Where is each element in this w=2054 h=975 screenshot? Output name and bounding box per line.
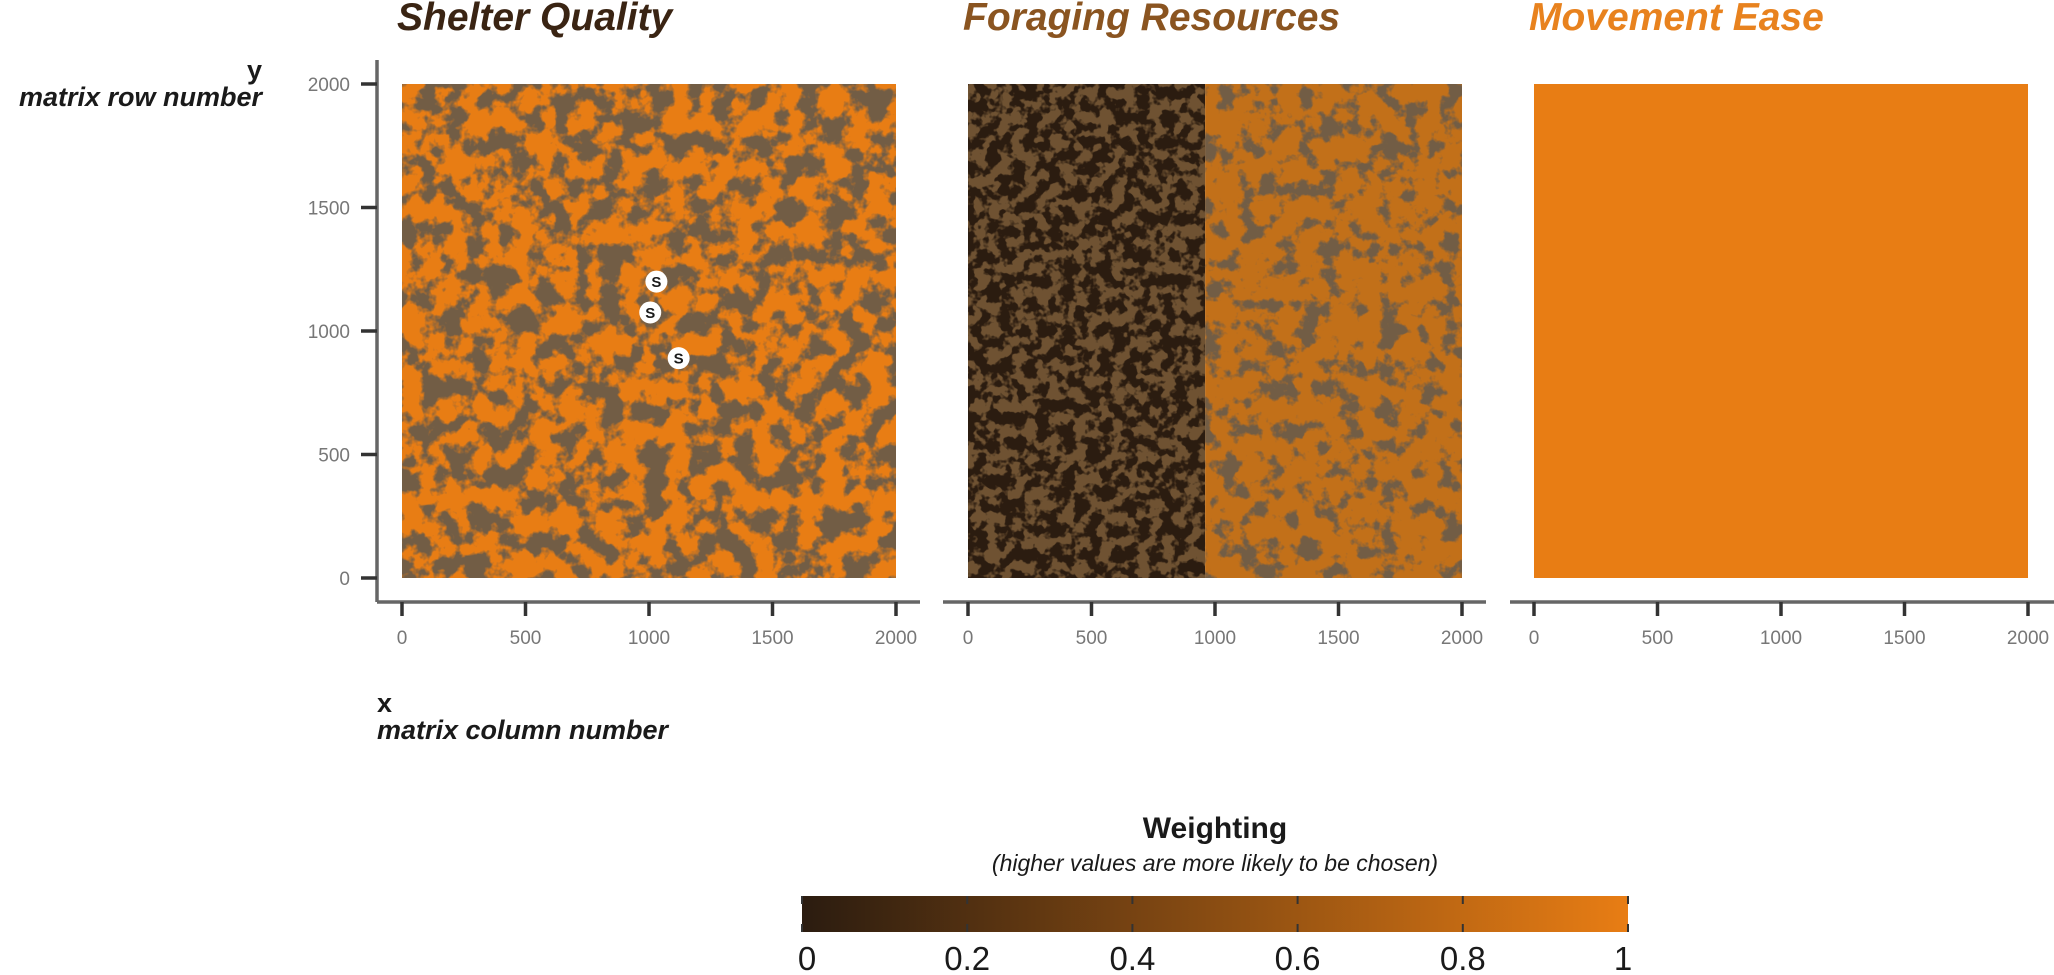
x-tick-label: 0 [397,628,408,649]
site-marker: S [645,270,668,293]
x-tick-label: 1000 [1194,628,1236,649]
legend-subtitle: (higher values are more likely to be cho… [992,850,1438,876]
site-circle [645,270,668,293]
x-tick-label: 1000 [1760,628,1802,649]
heatmap-uniform [1534,84,2028,578]
heatmap-low-patches [402,84,896,578]
panel-1: Shelter Quality 0 500 1000 1500 2000 0 500 1000 1… [308,0,920,649]
site-circle [639,301,662,324]
legend: Weighting (higher values are more likely… [798,812,1632,975]
site-circle [667,347,690,370]
x-tick-label: 2000 [2007,628,2049,649]
x-axis-label: matrix column number [377,715,670,745]
y-axis-label: matrix row number [19,82,264,112]
panel-3: Movement Ease 0 500 1000 1500 2000 [1510,0,2054,649]
panel-title: Movement Ease [1529,0,1824,39]
y-tick-label: 1500 [308,199,350,220]
site-label: S [674,351,684,368]
y-tick-label: 2000 [308,75,350,96]
legend-tick-label: 1 [1614,940,1632,975]
heatmap-high-patches [1205,84,1462,578]
site-label: S [645,305,655,322]
panel-title: Shelter Quality [397,0,675,39]
legend-colorbar [802,896,1628,932]
legend-tick-label: 0 [798,940,816,975]
x-tick-label: 500 [1076,628,1108,649]
x-tick-label: 2000 [875,628,917,649]
heatmap-raster [402,84,896,578]
axis-titles: y matrix row number x matrix column numb… [19,55,670,745]
y-tick-label: 1000 [308,322,350,343]
x-tick-label: 1500 [751,628,793,649]
x-tick-label: 1500 [1883,628,1925,649]
y-axis-var: y [247,55,262,85]
legend-tick-label: 0.4 [1109,940,1155,975]
heatmap-low-speckles [968,84,1206,578]
heatmap-raster [1534,84,2028,578]
panel-title: Foraging Resources [963,0,1340,39]
x-tick-label: 1000 [628,628,670,649]
legend-tick-label: 0.2 [944,940,990,975]
y-tick-label: 500 [318,446,350,467]
site-marker: S [639,301,662,324]
panel-2: Foraging Resources 0 500 1000 1500 2000 [943,0,1486,649]
x-tick-label: 0 [963,628,974,649]
x-tick-label: 0 [1529,628,1540,649]
site-marker: S [667,347,690,370]
legend-title: Weighting [1143,812,1287,845]
x-tick-label: 2000 [1441,628,1483,649]
x-tick-label: 500 [1642,628,1674,649]
legend-tick-label: 0.6 [1275,940,1321,975]
legend-tick-label: 0.8 [1440,940,1486,975]
x-axis-var: x [377,688,392,718]
y-tick-label: 0 [339,569,350,590]
panels-layer: Shelter Quality 0 500 1000 1500 2000 0 500 1000 1… [308,0,2054,649]
x-tick-label: 1500 [1317,628,1359,649]
legend-ticks: 0 0.2 0.4 0.6 0.8 1 [798,896,1632,975]
heatmap-raster [968,84,1462,578]
x-tick-label: 500 [510,628,542,649]
site-label: S [651,274,661,291]
